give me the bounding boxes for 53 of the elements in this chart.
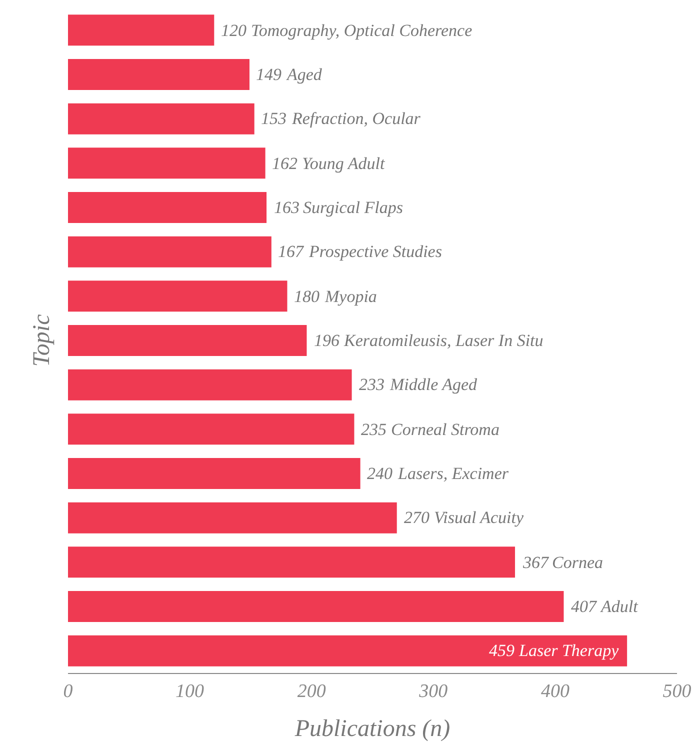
data-label: 235 [361, 420, 386, 439]
y-tick-label: Tomography, Optical Coherence [251, 21, 473, 40]
x-tick-label: 100 [176, 680, 205, 702]
bar [68, 324, 307, 356]
data-label: 167 [278, 242, 305, 261]
data-label: 163 [274, 198, 300, 217]
bar [68, 590, 564, 622]
y-tick-label: Prospective Studies [308, 242, 442, 261]
y-tick-label: Young Adult [302, 154, 386, 173]
y-tick-label: Cornea [552, 553, 603, 572]
data-label: 120 [221, 21, 247, 40]
bar [68, 148, 266, 179]
data-label: 153 [261, 109, 286, 128]
bar [68, 280, 288, 312]
bar [68, 236, 272, 268]
y-tick-label: Refraction, Ocular [291, 109, 421, 128]
data-label: 196 [314, 331, 340, 350]
y-tick-label: Corneal Stroma [391, 420, 500, 439]
x-tick-label: 200 [297, 680, 326, 702]
bar [68, 502, 397, 534]
bar [68, 635, 628, 666]
bar [68, 369, 352, 400]
data-label: 407 [571, 597, 598, 616]
y-tick-label: Lasers, Excimer [397, 464, 509, 483]
y-tick-label: Adult [600, 597, 640, 616]
bar [68, 14, 214, 46]
x-axis-title: Publications (n) [294, 716, 450, 742]
x-tick-label: 400 [540, 680, 570, 702]
bar [68, 458, 360, 490]
y-tick-label: Keratomileusis, Laser In Situ [343, 331, 544, 350]
data-label: 233 [359, 375, 384, 394]
data-label: 240 [367, 464, 393, 483]
data-label: 180 [294, 287, 320, 306]
data-label: 162 [272, 154, 298, 173]
bar [68, 414, 354, 445]
data-label: 367 [522, 553, 550, 572]
y-tick-label: Middle Aged [389, 375, 478, 394]
y-axis-title: Topic [29, 314, 56, 367]
bar [68, 103, 254, 134]
y-tick-label: Laser Therapy [518, 641, 620, 660]
y-tick-label: Surgical Flaps [303, 198, 404, 217]
x-tick-label: 300 [418, 680, 448, 702]
data-label: 149 [256, 65, 282, 84]
bar [68, 192, 267, 224]
y-tick-label: Myopia [324, 287, 377, 306]
bar [68, 546, 516, 578]
x-tick-label: 500 [662, 680, 692, 702]
data-label: 270 [404, 508, 430, 527]
x-tick-label: 0 [63, 680, 74, 702]
y-tick-label: Visual Acuity [434, 508, 524, 527]
data-label: 459 [489, 641, 515, 660]
bar [68, 58, 250, 90]
y-tick-label: Aged [286, 65, 322, 84]
